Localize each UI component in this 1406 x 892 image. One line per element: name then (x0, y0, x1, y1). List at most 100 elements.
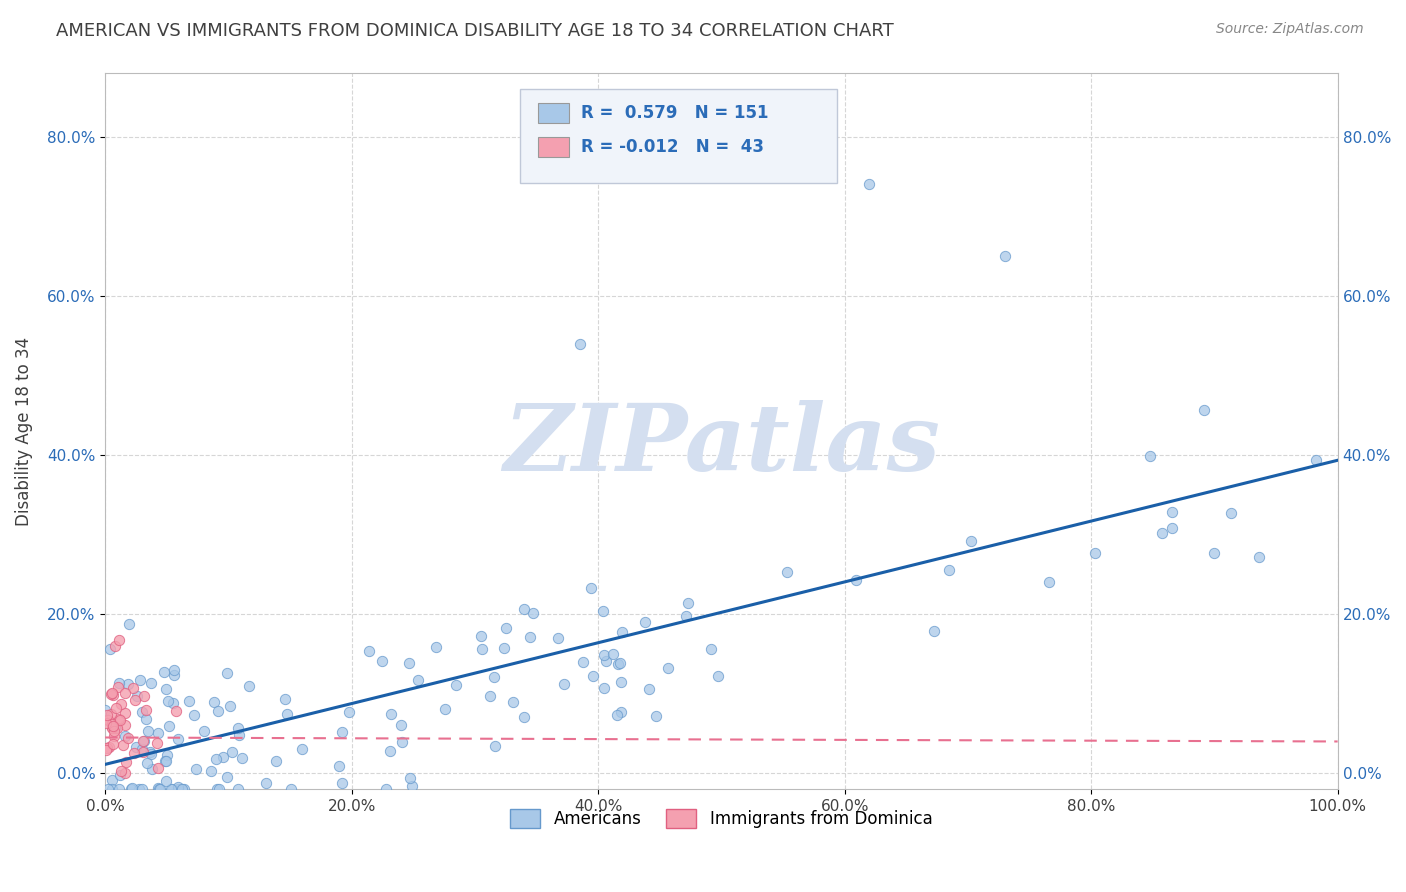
Point (401, 779, 423, 793)
Point (183, 707, 205, 722)
Point (108, 632, 131, 647)
Point (492, 641, 515, 656)
Point (675, 609, 697, 624)
Point (101, 717, 124, 731)
Point (221, 745, 243, 759)
Point (200, 764, 222, 778)
Point (1160, 520, 1182, 534)
Point (131, 741, 153, 756)
Point (513, 602, 536, 616)
Point (103, 724, 125, 739)
Point (217, 665, 239, 680)
Point (104, 721, 127, 735)
Point (610, 675, 633, 690)
Point (101, 772, 124, 787)
Point (105, 721, 128, 735)
Point (97, 782, 120, 797)
Point (254, 775, 277, 789)
Point (96, 714, 118, 728)
Legend: Americans, Immigrants from Dominica: Americans, Immigrants from Dominica (503, 802, 939, 835)
Point (155, 681, 177, 696)
Point (960, 533, 983, 548)
Point (273, 692, 295, 706)
Point (97, 739, 120, 754)
Point (1249, 550, 1271, 565)
Point (96, 741, 118, 756)
Point (264, 754, 287, 768)
Point (103, 737, 125, 751)
Point (167, 782, 190, 797)
Point (495, 621, 517, 635)
Text: R =  0.579   N = 151: R = 0.579 N = 151 (581, 104, 768, 122)
Point (149, 782, 172, 797)
Point (139, 747, 162, 761)
Point (1139, 449, 1161, 463)
Point (94, 703, 117, 717)
Point (280, 782, 302, 797)
Point (117, 731, 139, 745)
Point (157, 719, 180, 733)
Point (579, 581, 602, 595)
Point (131, 782, 153, 797)
Point (135, 712, 157, 726)
Point (114, 686, 136, 700)
Point (108, 782, 131, 797)
Point (938, 563, 960, 577)
Point (153, 754, 176, 768)
Point (101, 686, 124, 700)
Point (101, 721, 124, 735)
Point (108, 712, 131, 726)
Point (231, 751, 253, 765)
Point (153, 665, 176, 679)
Point (193, 723, 215, 738)
Point (96, 708, 118, 723)
Point (219, 699, 242, 714)
Point (845, 573, 868, 587)
Point (132, 734, 155, 748)
Point (101, 782, 124, 797)
Point (136, 723, 159, 738)
Point (205, 752, 228, 766)
Point (471, 642, 494, 657)
Point (700, 641, 723, 656)
Point (104, 701, 127, 715)
Point (121, 780, 143, 795)
Point (634, 615, 657, 629)
Point (146, 780, 169, 795)
Point (776, 565, 799, 579)
Point (146, 736, 169, 750)
Point (374, 782, 396, 797)
Point (328, 758, 350, 772)
Point (129, 673, 152, 688)
Point (172, 782, 194, 797)
Point (484, 739, 506, 753)
Point (238, 679, 260, 693)
Point (330, 725, 353, 739)
Point (1084, 545, 1107, 559)
Text: AMERICAN VS IMMIGRANTS FROM DOMINICA DISABILITY AGE 18 TO 34 CORRELATION CHART: AMERICAN VS IMMIGRANTS FROM DOMINICA DIS… (56, 22, 894, 40)
Point (148, 782, 170, 797)
Point (132, 745, 155, 759)
Point (163, 663, 186, 677)
Point (1305, 453, 1327, 467)
Point (676, 596, 699, 610)
Y-axis label: Disability Age 18 to 34: Disability Age 18 to 34 (15, 336, 32, 525)
Point (1152, 526, 1174, 541)
Point (167, 732, 190, 747)
Point (470, 629, 492, 643)
Point (159, 782, 181, 797)
Point (155, 754, 177, 768)
Point (553, 677, 575, 691)
Point (94, 743, 117, 757)
Point (645, 708, 668, 723)
Point (547, 631, 569, 645)
Point (211, 750, 233, 764)
Point (114, 718, 136, 732)
Point (433, 702, 456, 716)
Point (146, 760, 169, 774)
Point (519, 630, 541, 644)
Point (512, 710, 534, 724)
Point (425, 640, 447, 654)
Point (103, 688, 125, 702)
Point (595, 654, 617, 668)
